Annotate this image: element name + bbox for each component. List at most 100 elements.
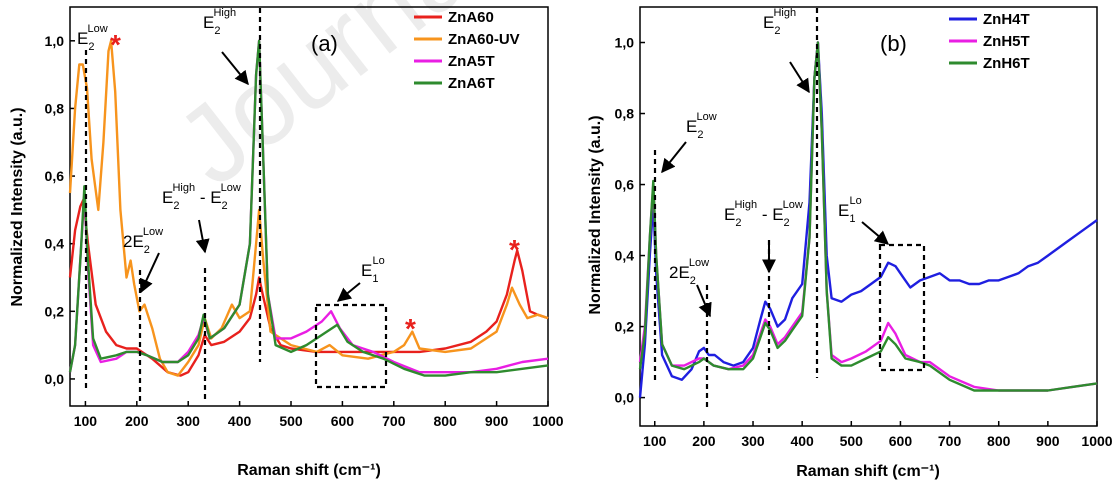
annotation-sup: High: [213, 7, 236, 19]
y-tick-label: 0,6: [615, 177, 635, 193]
x-tick-label: 600: [331, 413, 355, 429]
arrow-e1lo-a: [336, 282, 361, 302]
arrow-e2high-a: [221, 51, 249, 86]
panel-a-label: (a): [311, 31, 338, 56]
x-tick-label: 700: [382, 413, 406, 429]
annotation-sup: High: [734, 199, 757, 211]
annotation-main-2: - E: [757, 205, 783, 224]
y-tick-label: 0,0: [45, 371, 65, 387]
x-tick-label: 900: [485, 413, 509, 429]
x-tick-label: 700: [938, 433, 962, 449]
y-tick-label: 0,8: [615, 106, 635, 122]
annotation-sup: Lo: [372, 255, 384, 267]
x-tick-label: 600: [889, 433, 913, 449]
annotation-sup: Low: [143, 226, 163, 238]
annotation-main-2: - E: [195, 188, 221, 207]
x-tick-label: 100: [74, 413, 98, 429]
legend-label: ZnH5T: [983, 33, 1030, 50]
asterisk-marker: *: [110, 29, 121, 60]
legend-label: ZnA60-UV: [448, 31, 520, 48]
annotation-e1lo-b: E1 Lo: [838, 195, 862, 225]
panel-a-series: [68, 39, 549, 377]
panel-b-arrows: [661, 61, 890, 318]
annotation-sub-2: 2: [222, 200, 228, 212]
x-tick-label: 800: [434, 413, 458, 429]
arrow-e1lo-b: [861, 221, 890, 245]
series-line-zna60: [68, 198, 549, 377]
annotation-sub: 2: [735, 217, 741, 229]
panel-a-x-label: Raman shift (cm⁻¹): [237, 462, 381, 479]
arrow-e2low-b: [661, 141, 687, 174]
annotation-main: E: [838, 201, 849, 220]
panel-a-y-label: Normalized Intensity (a.u.): [9, 107, 26, 306]
annotation-main: E: [162, 188, 173, 207]
panel-b-y-label: Normalized Intensity (a.u.): [587, 115, 604, 314]
y-tick-label: 1,0: [615, 35, 635, 51]
x-tick-label: 1000: [1081, 433, 1112, 449]
panel-b-frame: [639, 6, 1098, 427]
annotation-sub-2: 2: [784, 217, 790, 229]
arrow-e2high-b: [789, 61, 810, 94]
panel-a-y-ticks: 0,0 0,2 0,4 0,6 0,8 1,0: [45, 33, 75, 387]
panel-b-y-ticks: 0,0 0,2 0,4 0,6 0,8 1,0: [615, 35, 645, 406]
annotation-main: E: [361, 261, 372, 280]
y-tick-label: 0,8: [45, 100, 65, 116]
y-tick-label: 0,4: [45, 236, 65, 252]
annotation-e2high-minus-e2low-a: E2High - E2Low: [162, 182, 241, 212]
series-line-zna60-uv: [68, 39, 549, 377]
annotation-sup: High: [172, 182, 195, 194]
annotation-sub: 2: [690, 275, 696, 287]
annotation-e2high-b: E2 High: [763, 7, 796, 37]
annotation-sub: 2: [214, 25, 220, 37]
annotation-e2low-a: E2 Low: [77, 23, 108, 53]
e1lo-dashed-box-a: [314, 303, 388, 389]
x-tick-label: 200: [692, 433, 716, 449]
x-tick-label: 400: [790, 433, 814, 449]
annotation-main: 2E: [123, 232, 144, 251]
annotation-sub: 2: [144, 244, 150, 256]
panel-b-legend: ZnH4T ZnH5T ZnH6T: [949, 11, 1030, 72]
panel-a-legend: ZnA60 ZnA60-UV ZnA5T ZnA6T: [414, 9, 520, 92]
panel-a: 100 200 300 400 500 600 700 800 900 1000 0,00,20,…: [9, 6, 564, 479]
asterisk-marker: *: [405, 313, 416, 344]
panel-a-asterisks: * * *: [110, 29, 520, 344]
arrow-e2high-minus-a: [195, 219, 210, 254]
asterisk-marker: *: [509, 234, 520, 265]
annotation-sub: 2: [88, 41, 94, 53]
annotation-2e2low-b: 2E2 Low: [669, 257, 709, 287]
x-tick-label: 200: [125, 413, 149, 429]
y-tick-label: 1,0: [45, 33, 65, 49]
y-tick-label: 0,4: [615, 248, 635, 264]
y-tick-label: 0,2: [45, 303, 65, 319]
annotation-sup: Low: [689, 257, 709, 269]
annotation-2e2low-a: 2E2 Low: [123, 226, 163, 256]
arrow-2e2low-a: [139, 252, 160, 294]
x-tick-label: 800: [987, 433, 1011, 449]
y-tick-label: 0,0: [615, 390, 635, 406]
x-tick-label: 100: [643, 433, 667, 449]
annotation-sub: 2: [173, 200, 179, 212]
annotation-sub: 2: [774, 25, 780, 37]
annotation-sub: 1: [372, 273, 378, 285]
panel-b-x-ticks: 100 200 300 400 500 600 700 800 900 1000: [643, 421, 1113, 449]
legend-label: ZnA60: [448, 9, 494, 26]
annotation-sup-2: Low: [783, 199, 803, 211]
annotation-e1lo-a: E1 Lo: [361, 255, 385, 285]
annotation-sup: High: [773, 7, 796, 19]
panel-b: 100 200 300 400 500 600 700 800 900 1000 0,00,20,…: [587, 6, 1113, 480]
arrow-2e2low-b: [696, 284, 712, 318]
y-tick-label: 0,2: [615, 319, 635, 335]
x-tick-label: 300: [177, 413, 201, 429]
annotation-sub: 2: [697, 129, 703, 141]
panel-a-x-ticks: 100 200 300 400 500 600 700 800 900 1000: [74, 401, 564, 429]
x-tick-label: 1000: [532, 413, 563, 429]
panel-b-x-label: Raman shift (cm⁻¹): [796, 463, 940, 480]
annotation-main: E: [724, 205, 735, 224]
y-tick-label: 0,6: [45, 168, 65, 184]
series-line-znh5t: [638, 41, 1098, 392]
annotation-main: 2E: [669, 263, 690, 282]
legend-label: ZnA6T: [448, 75, 495, 92]
x-tick-label: 400: [228, 413, 252, 429]
annotation-e2low-b: E2 Low: [686, 111, 717, 141]
